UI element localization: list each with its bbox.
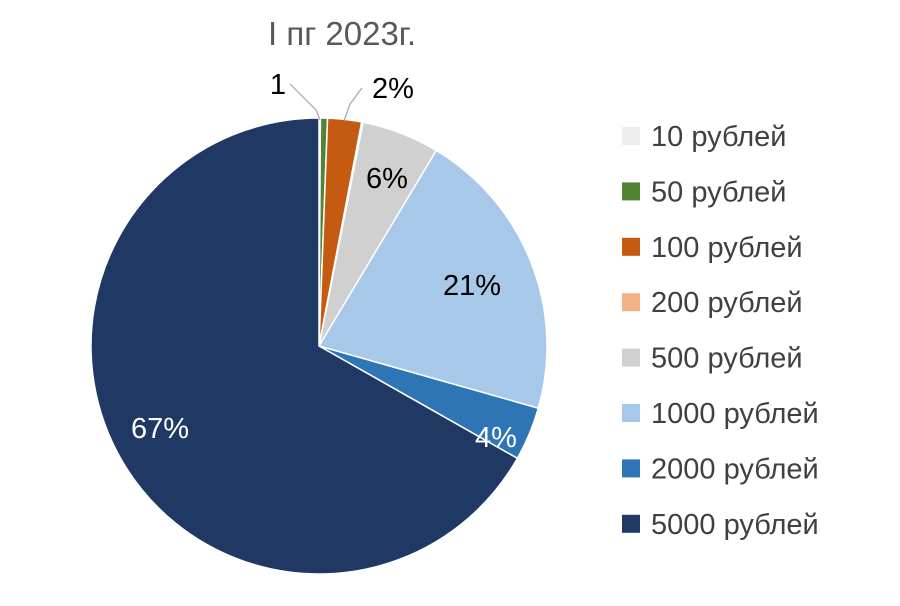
legend-swatch-100-рублей (622, 237, 640, 256)
data-label-500-рублей: 6% (366, 163, 408, 195)
legend: 10 рублей 50 рублей 100 рублей 200 рублей 50… (622, 121, 819, 541)
legend-swatch-10-рублей (622, 127, 640, 145)
chart-title: I пг 2023г. (268, 15, 416, 52)
data-label-1000-рублей: 21% (443, 270, 501, 302)
data-label-5000-рублей: 67% (131, 413, 189, 445)
data-labels: 1 2% 6% 21% 4% 67% (131, 69, 517, 454)
legend-entry-1000-рублей: 1000 рублей (651, 398, 819, 430)
legend-swatch-2000-рублей (622, 459, 640, 478)
pie-slices (90, 117, 548, 575)
data-label-2000-рублей: 4% (475, 422, 517, 454)
pie-slice-1000-рублей (317, 149, 548, 410)
legend-swatch-5000-рублей (622, 514, 640, 533)
legend-entry-100-рублей: 100 рублей (651, 232, 803, 264)
legend-swatch-50-рублей (622, 182, 640, 201)
leader-line-100-рублей (343, 87, 363, 122)
leader-line-50-рублей (289, 83, 321, 121)
legend-entry-2000-рублей: 2000 рублей (651, 453, 819, 485)
legend-swatch-1000-рублей (622, 404, 640, 422)
pie-slice-5000-рублей (90, 117, 519, 575)
legend-entry-50-рублей: 50 рублей (651, 176, 787, 208)
legend-entry-10-рублей: 10 рублей (651, 121, 787, 153)
data-label-100-рублей: 2% (372, 73, 414, 105)
legend-swatch-500-рублей (622, 348, 640, 367)
legend-entry-5000-рублей: 5000 рублей (651, 509, 819, 541)
legend-entry-200-рублей: 200 рублей (651, 287, 803, 319)
legend-entry-500-рублей: 500 рублей (651, 343, 803, 375)
leader-lines (289, 83, 363, 122)
legend-swatch-200-рублей (622, 293, 640, 312)
data-label-50-рублей: 1 (270, 69, 286, 101)
